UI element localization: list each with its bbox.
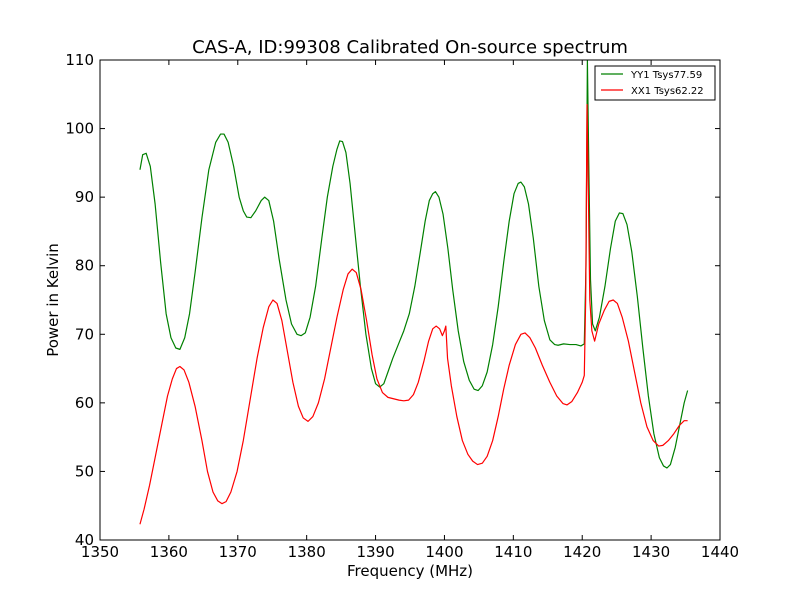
y-axis-label: Power in Kelvin <box>44 243 62 357</box>
x-tick-label: 1380 <box>288 543 326 561</box>
x-axis-label: Frequency (MHz) <box>347 562 473 580</box>
y-tick-label: 70 <box>75 325 94 343</box>
x-axis-ticks: 1350 1360 1370 1380 1390 1400 1410 1420 1430 1440 <box>81 60 739 561</box>
series-layer <box>139 60 689 525</box>
x-tick-label: 1360 <box>150 543 188 561</box>
x-tick-label: 1440 <box>701 543 739 561</box>
y-tick-label: 60 <box>75 394 94 412</box>
x-tick-label: 1390 <box>356 543 394 561</box>
x-tick-label: 1420 <box>563 543 601 561</box>
y-tick-label: 90 <box>75 188 94 206</box>
plot-area <box>100 60 720 540</box>
y-tick-label: 100 <box>65 120 94 138</box>
y-tick-label: 40 <box>75 531 94 549</box>
x-tick-label: 1370 <box>219 543 257 561</box>
y-tick-label: 50 <box>75 462 94 480</box>
y-tick-label: 110 <box>65 51 94 69</box>
x-tick-label: 1350 <box>81 543 119 561</box>
legend-label-xx1: XX1 Tsys62.22 <box>631 86 704 97</box>
legend-box <box>594 65 716 101</box>
legend-label-yy1: YY1 Tsys77.59 <box>630 70 702 81</box>
x-tick-label: 1400 <box>425 543 463 561</box>
y-tick-label: 80 <box>75 257 94 275</box>
plot-frame <box>99 59 721 541</box>
series-line-xx1 <box>139 103 688 525</box>
series-line-yy1 <box>139 60 689 469</box>
legend: YY1 Tsys77.59 XX1 Tsys62.22 <box>594 65 716 101</box>
x-tick-label: 1410 <box>494 543 532 561</box>
y-axis-ticks: 40 50 60 70 80 90 100 110 <box>65 51 720 549</box>
x-tick-label: 1430 <box>632 543 670 561</box>
chart-title: CAS-A, ID:99308 Calibrated On-source spe… <box>192 37 628 58</box>
